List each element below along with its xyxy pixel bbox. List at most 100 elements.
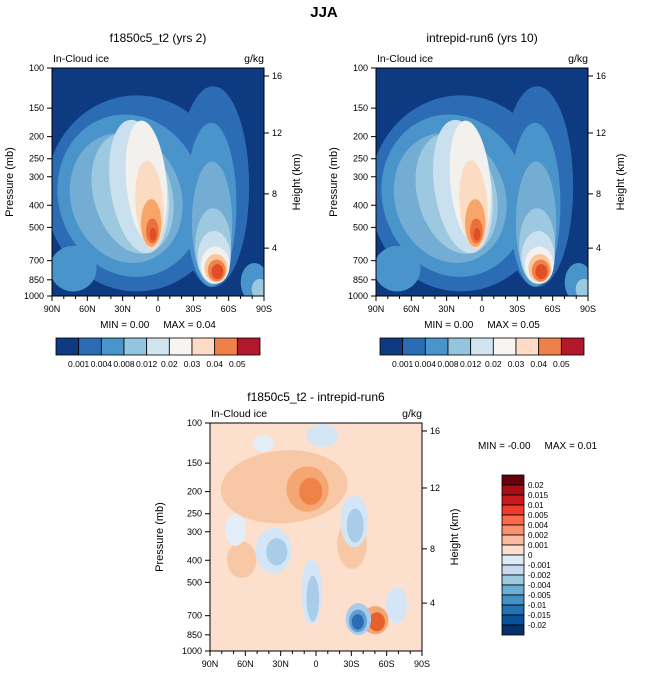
pressure-tick: 200	[29, 132, 44, 142]
lat-tick: 0	[155, 304, 160, 314]
colorbar-tick: 0.02	[528, 481, 544, 490]
colorbar-tick: 0.005	[528, 511, 549, 520]
pressure-tick: 1000	[348, 291, 368, 301]
height-tick: 16	[596, 71, 606, 81]
pressure-tick: 150	[187, 458, 202, 468]
lat-tick: 60S	[221, 304, 237, 314]
pressure-tick: 250	[29, 154, 44, 164]
height-tick: 12	[272, 128, 282, 138]
colorbar-tick: 0	[528, 551, 533, 560]
pressure-axis: 100 150 200 250 300 400 500 700 850 1000	[182, 418, 210, 656]
colorbar-tick: 0.05	[229, 359, 246, 369]
latitude-axis: 90N 60N 30N 0 30S 60S 90S	[44, 296, 272, 314]
colorbar-tick: 0.05	[553, 359, 570, 369]
pressure-tick: 850	[353, 275, 368, 285]
lat-tick: 90N	[202, 659, 219, 669]
height-axis: 16 12 8 4	[422, 426, 440, 608]
latitude-axis: 90N 60N 30N 0 30S 60S 90S	[202, 651, 430, 669]
contour-field	[52, 68, 264, 296]
colorbar-tick: -0.004	[528, 581, 551, 590]
colorbar-tick: 0.001	[528, 541, 549, 550]
colorbar-tick: 0.004	[528, 521, 549, 530]
lat-tick: 30S	[509, 304, 525, 314]
minmax-label: MIN = -0.00 MAX = 0.01	[478, 441, 597, 452]
lat-tick: 30S	[343, 659, 359, 669]
colorbar-tick: 0.03	[184, 359, 201, 369]
colorbar: 0.001 0.004 0.008 0.012 0.02 0.03 0.04 0.05	[379, 337, 585, 369]
colorbar-tick: -0.02	[528, 621, 547, 630]
colorbar-tick: 0.03	[508, 359, 525, 369]
lat-tick: 60S	[545, 304, 561, 314]
colorbar-tick: 0.004	[415, 359, 437, 369]
units-label: g/kg	[568, 53, 588, 65]
pressure-tick: 1000	[182, 646, 202, 656]
pressure-tick: 100	[187, 418, 202, 428]
panel-title-case1: f1850c5_t2 (yrs 2)	[110, 31, 207, 45]
panel-difference: f1850c5_t2 - intrepid-run6 In-Cloud ice g/…	[150, 385, 630, 685]
lat-tick: 60S	[379, 659, 395, 669]
season-title: JJA	[310, 4, 338, 21]
height-tick: 4	[430, 598, 435, 608]
pressure-axis-title: Pressure (mb)	[328, 147, 340, 217]
colorbar-tick: 0.04	[206, 359, 223, 369]
pressure-tick: 1000	[24, 291, 44, 301]
pressure-axis-title: Pressure (mb)	[4, 147, 16, 217]
colorbar-tick: 0.012	[460, 359, 482, 369]
panel-case1: f1850c5_t2 (yrs 2) In-Cloud ice g/kg 100 150…	[0, 26, 324, 377]
pressure-tick: 400	[187, 555, 202, 565]
field-label: In-Cloud ice	[53, 53, 109, 65]
pressure-tick: 300	[29, 172, 44, 182]
units-label: g/kg	[402, 408, 422, 420]
pressure-tick: 300	[353, 172, 368, 182]
colorbar-tick: 0.004	[91, 359, 113, 369]
colorbar-tick: -0.015	[528, 611, 551, 620]
colorbar-tick: -0.01	[528, 601, 547, 610]
lat-tick: 30N	[438, 304, 455, 314]
colorbar-tick: -0.002	[528, 571, 551, 580]
field-label: In-Cloud ice	[377, 53, 433, 65]
case2-plot-svg: intrepid-run6 (yrs 10) In-Cloud ice g/kg 10…	[328, 31, 627, 369]
pressure-tick: 100	[353, 63, 368, 73]
colorbar-tick: 0.002	[528, 531, 549, 540]
pressure-tick: 700	[29, 256, 44, 266]
lat-tick: 90S	[256, 304, 272, 314]
height-tick: 4	[596, 243, 601, 253]
colorbar-tick: 0.02	[485, 359, 502, 369]
height-tick: 8	[430, 544, 435, 554]
colorbar-tick: 0.012	[136, 359, 158, 369]
colorbar-tick: -0.005	[528, 591, 551, 600]
lat-tick: 0	[313, 659, 318, 669]
height-tick: 16	[430, 426, 440, 436]
colorbar-tick: 0.015	[528, 491, 549, 500]
colorbar: 0.020.0150.010.0050.0040.0020.0010-0.001…	[501, 474, 551, 636]
colorbar-tick: 0.001	[392, 359, 414, 369]
pressure-tick: 200	[187, 487, 202, 497]
pressure-axis: 100 150 200 250 300 400 500 700 850 1000	[348, 63, 376, 301]
lat-tick: 60N	[237, 659, 254, 669]
case1-plot-svg: f1850c5_t2 (yrs 2)In-Cloud ice g/kg 100 150…	[4, 31, 303, 369]
height-tick: 4	[272, 243, 277, 253]
pressure-tick: 400	[353, 200, 368, 210]
units-label: g/kg	[244, 53, 264, 65]
pressure-tick: 100	[29, 63, 44, 73]
colorbar-tick: 0.008	[437, 359, 459, 369]
contour-field	[376, 68, 588, 296]
height-tick: 8	[272, 189, 277, 199]
lat-tick: 30N	[272, 659, 289, 669]
height-axis-title: Height (km)	[291, 154, 303, 211]
pressure-tick: 400	[29, 200, 44, 210]
contour-field	[210, 423, 422, 651]
height-axis: 16 12 8 4	[264, 71, 282, 253]
lat-tick: 60N	[403, 304, 420, 314]
height-axis-title: Height (km)	[615, 154, 627, 211]
latitude-axis: 90N 60N 30N 0 30S 60S 90S	[368, 296, 596, 314]
field-label: In-Cloud ice	[211, 408, 267, 420]
minmax-label: MIN = 0.00 MAX = 0.05	[424, 320, 540, 331]
pressure-tick: 850	[29, 275, 44, 285]
lat-tick: 30S	[185, 304, 201, 314]
colorbar-tick: 0.008	[113, 359, 135, 369]
height-axis: 16 12 8 4	[588, 71, 606, 253]
pressure-tick: 150	[29, 103, 44, 113]
height-tick: 12	[596, 128, 606, 138]
